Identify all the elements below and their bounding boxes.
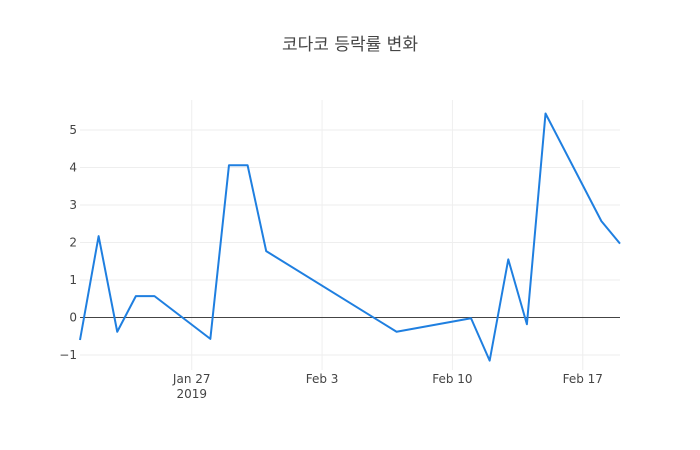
series-line: [79, 112, 621, 362]
chart-title: 코다코 등락률 변화: [282, 35, 418, 55]
y-tick-label: 5: [69, 123, 77, 137]
x-tick-sublabel: 2019: [176, 387, 207, 401]
y-tick-label: 0: [69, 311, 77, 325]
y-tick-label: 3: [69, 198, 77, 212]
y-tick-label: 2: [69, 236, 77, 250]
grid-lines: [80, 100, 620, 370]
x-tick-label: Feb 17: [563, 372, 603, 386]
x-tick-label: Feb 3: [306, 372, 339, 386]
x-tick-label: Jan 27: [172, 372, 211, 386]
x-tick-label: Feb 10: [432, 372, 472, 386]
y-axis-ticks: −1 0 1 2 3 4 5: [59, 123, 77, 362]
y-tick-label: −1: [59, 348, 77, 362]
y-tick-label: 4: [69, 161, 77, 175]
y-tick-label: 1: [69, 273, 77, 287]
series-layer: [79, 112, 621, 362]
